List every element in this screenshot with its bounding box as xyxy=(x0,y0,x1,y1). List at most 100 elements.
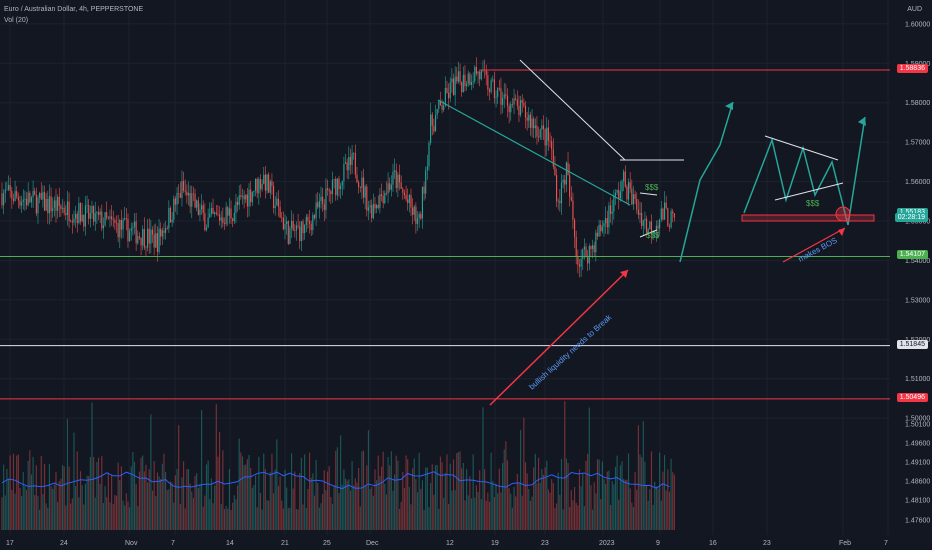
candle-body xyxy=(274,205,276,209)
candle-body xyxy=(524,105,527,118)
candle-body xyxy=(590,245,592,250)
volume-bar xyxy=(492,481,494,530)
x-tick-label: 23 xyxy=(763,540,771,547)
volume-bar xyxy=(574,487,576,530)
candle-body xyxy=(613,196,615,212)
candle-body xyxy=(402,188,404,193)
volume-tick-label: 1.48600 xyxy=(905,479,930,486)
candle-body xyxy=(389,183,391,190)
volume-bar xyxy=(452,459,455,530)
candle-body xyxy=(466,83,468,87)
candle-body xyxy=(497,88,499,97)
volume-bar xyxy=(614,466,617,530)
candle-body xyxy=(310,223,312,231)
candle-body xyxy=(627,182,630,200)
candle-body xyxy=(129,231,131,242)
volume-bar xyxy=(86,475,88,530)
volume-bar xyxy=(169,481,172,530)
candle-body xyxy=(178,192,180,194)
volume-bar xyxy=(52,488,54,530)
candle-body xyxy=(626,186,628,200)
volume-bar xyxy=(107,472,109,530)
volume-bar xyxy=(490,452,492,530)
volume-bar xyxy=(287,508,289,530)
volume-bar xyxy=(282,508,284,530)
candle-body xyxy=(189,192,191,207)
volume-bar xyxy=(506,460,509,530)
volume-bar xyxy=(387,457,389,530)
volume-bar xyxy=(317,482,319,530)
volume-bar xyxy=(253,484,255,530)
volume-bar xyxy=(449,463,451,530)
candle-body xyxy=(544,129,546,146)
volume-bar xyxy=(209,499,211,530)
volume-bar xyxy=(104,486,106,530)
volume-bar xyxy=(117,462,119,530)
volume-bar xyxy=(186,469,188,530)
volume-bar xyxy=(322,494,324,530)
volume-bar xyxy=(65,505,67,530)
candle-body xyxy=(156,233,158,252)
candle-body xyxy=(21,202,23,206)
volume-bar xyxy=(335,450,337,530)
candle-body xyxy=(315,202,317,219)
volume-bar xyxy=(179,503,181,530)
volume-bar xyxy=(93,457,95,530)
candle-body xyxy=(415,206,417,224)
candle-body xyxy=(521,100,523,103)
candle-body xyxy=(55,200,57,211)
candle-body xyxy=(488,89,491,92)
candle-body xyxy=(48,196,51,214)
volume-bar xyxy=(560,459,563,530)
volume-bar xyxy=(623,479,625,530)
candle-body xyxy=(153,234,155,248)
volume-bar xyxy=(436,464,438,530)
volume-bar xyxy=(655,486,657,530)
candle-body xyxy=(276,198,278,206)
x-tick-label: 17 xyxy=(6,540,14,547)
candle-body xyxy=(448,92,450,99)
demand-zone xyxy=(741,214,875,222)
volume-bar xyxy=(641,457,643,530)
candle-body xyxy=(593,245,595,253)
candle-body xyxy=(186,191,188,196)
candle-body xyxy=(513,98,515,105)
candle-body xyxy=(601,226,603,232)
volume-bar xyxy=(210,478,212,530)
candle-body xyxy=(559,200,561,204)
volume-bar xyxy=(618,499,620,530)
legend: Euro / Australian Dollar, 4h, PEPPERSTON… xyxy=(4,4,143,26)
volume-bar xyxy=(425,467,427,530)
volume-bar xyxy=(565,458,567,530)
candle-body xyxy=(317,202,319,208)
candle-body xyxy=(642,220,644,226)
candle-body xyxy=(14,191,16,201)
candle-body xyxy=(73,218,75,223)
candle-body xyxy=(308,221,311,224)
candle-body xyxy=(398,174,401,183)
candle-body xyxy=(111,216,113,220)
candle-body xyxy=(52,207,54,212)
candle-body xyxy=(636,198,638,210)
makes-bos-note: makes BOS xyxy=(797,236,839,264)
volume-bar xyxy=(302,504,304,530)
candle-body xyxy=(609,205,612,214)
volume-bar xyxy=(6,468,8,530)
candle-body xyxy=(665,202,667,209)
volume-bar xyxy=(608,470,610,530)
candle-body xyxy=(449,82,451,99)
volume-bar xyxy=(459,451,461,530)
volume-bar xyxy=(382,451,384,530)
projection-arrowhead-1 xyxy=(725,102,733,110)
volume-bar xyxy=(192,498,194,530)
volume-bar xyxy=(606,471,608,530)
candle-body xyxy=(438,101,440,109)
candle-body xyxy=(346,162,348,171)
volume-bar xyxy=(129,507,131,530)
volume-bar xyxy=(102,503,104,530)
candle-body xyxy=(112,219,114,221)
candle-body xyxy=(4,189,6,194)
volume-bar xyxy=(359,506,361,530)
candle-body xyxy=(299,226,301,241)
